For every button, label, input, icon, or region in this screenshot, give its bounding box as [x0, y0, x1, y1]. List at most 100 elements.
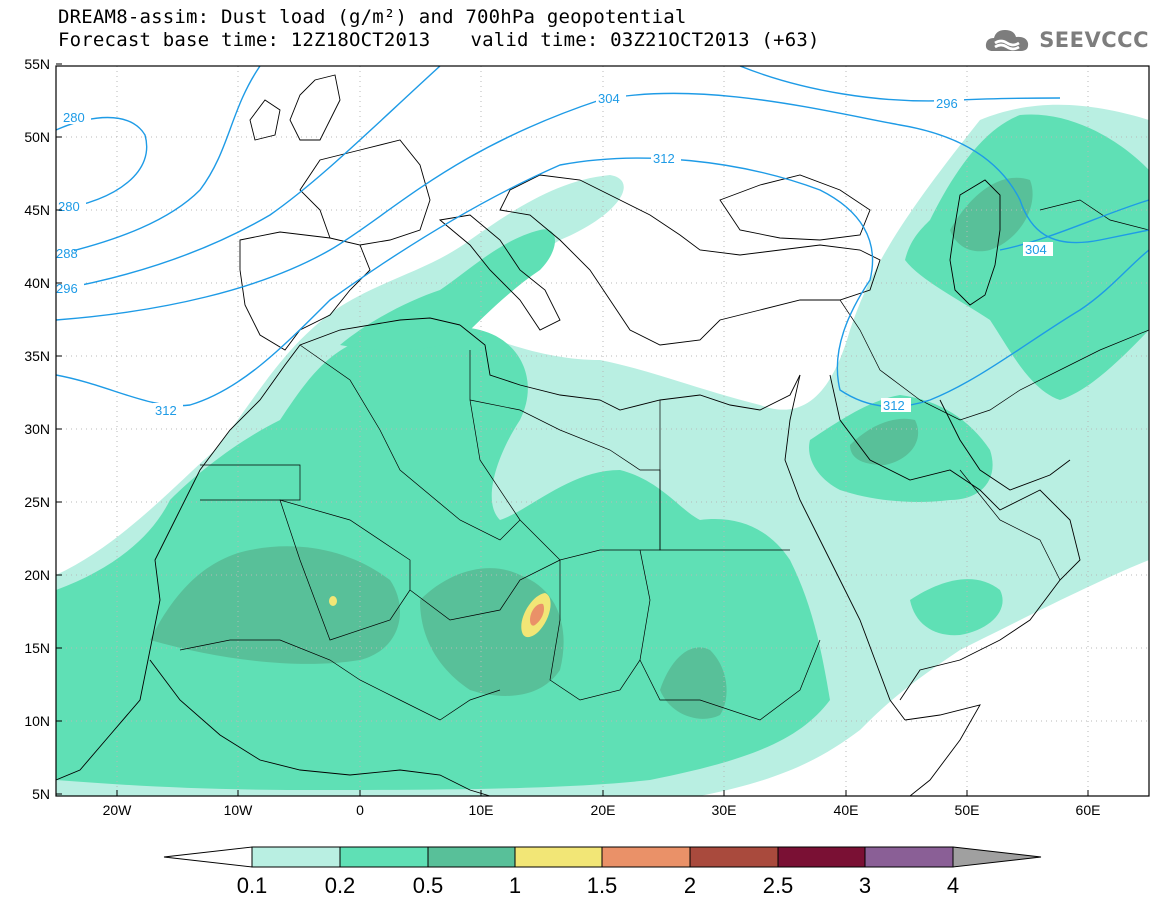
country-borders	[179, 199, 1149, 721]
lon-label: 0	[356, 802, 364, 818]
dust-zone-medium-caspian	[905, 114, 1149, 400]
lat-label: 10N	[24, 713, 50, 729]
colorbar-left-arrow	[163, 846, 253, 868]
border-sahara-1	[200, 464, 301, 501]
colorbar-segment	[601, 846, 691, 868]
contour-304-east	[999, 199, 1149, 251]
lon-label: 20E	[591, 802, 616, 818]
lon-label: 40E	[834, 802, 859, 818]
border-algeria	[299, 344, 521, 541]
colorbar-right-arrow	[952, 846, 1042, 868]
coast-britain	[289, 74, 341, 141]
colorbar-tick: 2.5	[763, 873, 794, 898]
longitude-labels: 20W 10W 0 10E 20E 30E 40E 50E 60E	[103, 802, 1101, 818]
dust-zone-medium-north	[340, 229, 555, 351]
coast-ireland	[249, 99, 281, 141]
coast-black-sea	[719, 174, 871, 241]
map-title: DREAM8-assim: Dust load (g/m²) and 700hP…	[58, 6, 687, 28]
contour-label: 312	[653, 151, 675, 166]
colorbar-tick: 2	[684, 873, 696, 898]
lon-label: 20W	[103, 802, 133, 818]
lat-label: 40N	[24, 275, 50, 291]
coast-gulf-guinea	[149, 659, 491, 796]
coast-northwest-africa	[56, 317, 461, 781]
cloud-logo-icon	[986, 30, 1029, 51]
colorbar-segment	[689, 846, 779, 868]
dust-zone-high-mali	[150, 546, 400, 664]
map-grid	[56, 66, 1149, 796]
map-subtitle: Forecast base time: 12Z18OCT2013 valid ti…	[58, 30, 820, 50]
dust-zone-high-caspian	[950, 177, 1033, 252]
border-middle-east	[839, 299, 1149, 421]
dust-zone-medium-west	[56, 325, 830, 790]
dust-zone-high-iraq	[850, 418, 919, 465]
border-saudi	[959, 469, 1061, 581]
lon-label: 50E	[955, 802, 980, 818]
coast-caspian	[949, 179, 1001, 306]
contour-label: 312	[155, 403, 177, 418]
lat-label: 5N	[32, 786, 50, 802]
border-niger-chad	[409, 559, 641, 701]
contour-label: 296	[936, 96, 958, 111]
valid-time: valid time: 03Z21OCT2013 (+63)	[470, 29, 820, 51]
contour-280	[56, 116, 148, 211]
contour-288	[56, 66, 261, 256]
contour-label: 304	[1025, 242, 1047, 257]
border-egypt	[659, 400, 790, 551]
coast-horn-africa	[904, 704, 981, 796]
contour-label: 280	[58, 199, 80, 214]
lat-label: 30N	[24, 421, 50, 437]
colorbar-segment	[514, 846, 603, 868]
dust-peak-low-mali	[329, 596, 337, 606]
contour-312-west	[56, 157, 1149, 408]
lon-label: 10E	[469, 802, 494, 818]
contour-296-east	[739, 66, 1061, 102]
colorbar-tick: 0.2	[325, 873, 356, 898]
logo-text: SEEVCCC	[1039, 28, 1149, 52]
seevccc-logo: SEEVCCC	[983, 25, 1149, 55]
coast-arabia	[829, 374, 1081, 701]
lon-label: 10W	[224, 802, 254, 818]
dust-zone-medium-arabia	[910, 579, 1003, 636]
contour-label: 312	[883, 398, 905, 413]
coast-north-africa	[459, 324, 801, 411]
colorbar-labels: 0.1 0.2 0.5 1 1.5 2 2.5 3 4	[237, 873, 959, 898]
border-west-africa	[179, 639, 501, 721]
dust-peak-chad-core	[530, 603, 545, 626]
coast-persian-gulf	[939, 399, 1071, 491]
colorbar-tick: 0.5	[413, 873, 444, 898]
border-kazakh	[1039, 199, 1149, 231]
geopotential-contours	[56, 66, 1149, 408]
colorbar-segment	[864, 846, 954, 868]
forecast-base-time: Forecast base time: 12Z18OCT2013	[58, 29, 431, 51]
colorbar-segment	[251, 846, 341, 868]
colorbar-tick: 3	[859, 873, 871, 898]
contour-304-west	[56, 92, 1149, 321]
colorbar-tick: 1.5	[587, 873, 618, 898]
dust-zone-high-sudan	[660, 647, 727, 719]
colorbar-segment	[777, 846, 866, 868]
latitude-labels: 55N 50N 45N 40N 35N 30N 25N 20N 15N 10N …	[24, 56, 50, 802]
contour-label: 280	[63, 110, 85, 125]
coastlines	[56, 74, 1081, 796]
coast-france	[299, 139, 431, 246]
colorbar-tick: 1	[509, 873, 521, 898]
colorbar	[163, 846, 1042, 868]
lat-label: 25N	[24, 494, 50, 510]
colorbar-segment	[427, 846, 516, 868]
lat-label: 20N	[24, 567, 50, 583]
colorbar-tick: 0.1	[237, 873, 268, 898]
lon-label: 30E	[712, 802, 737, 818]
colorbar-tick: 4	[947, 873, 959, 898]
coast-adriatic-balkans	[499, 174, 881, 346]
lat-label: 15N	[24, 640, 50, 656]
border-sudan	[639, 549, 821, 721]
lat-label: 55N	[24, 56, 50, 72]
contour-296-west	[56, 66, 441, 291]
colorbar-segment	[339, 846, 429, 868]
lon-label: 60E	[1076, 802, 1101, 818]
contour-labels: 280 280 288 296 312 304 312 296 304 312	[56, 91, 1053, 418]
contour-label: 296	[56, 281, 78, 296]
coast-italy	[438, 214, 561, 331]
